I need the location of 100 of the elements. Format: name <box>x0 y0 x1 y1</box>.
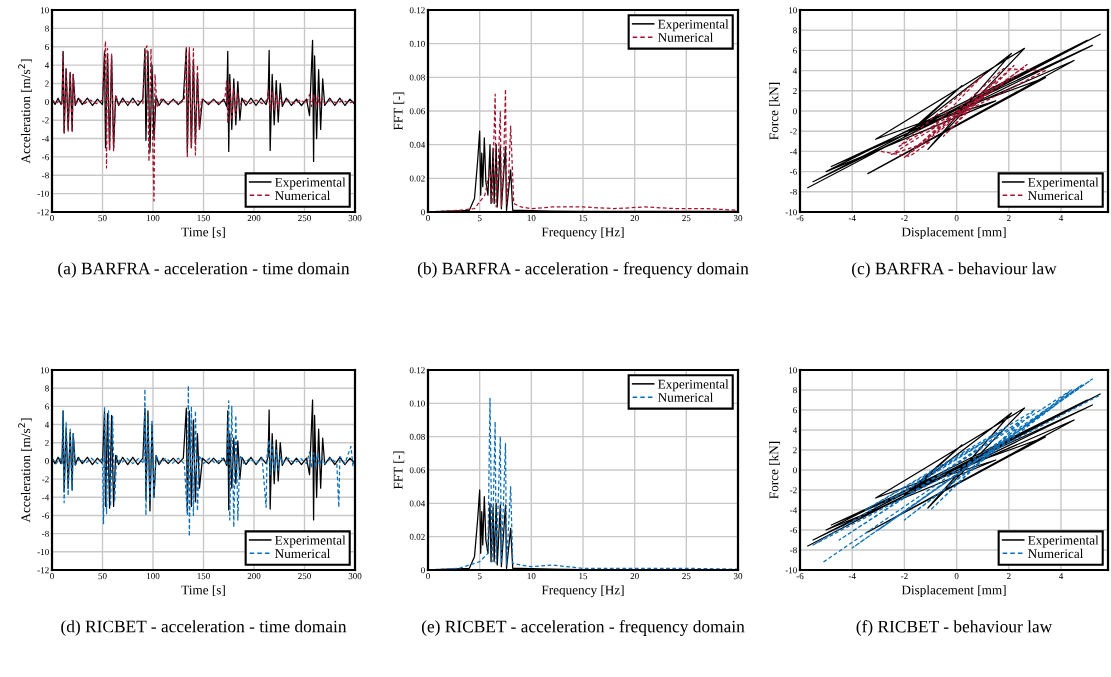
x-tick-label: 50 <box>98 215 107 222</box>
y-tick-label: 10 <box>788 7 797 14</box>
legend-label: Experimental <box>275 535 346 548</box>
y-tick-label: 8 <box>793 387 797 394</box>
x-tick-label: 10 <box>527 215 536 222</box>
x-tick-label: -4 <box>848 573 856 580</box>
x-tick-label: 4 <box>1058 573 1064 580</box>
y-tick-label: -10 <box>785 209 797 216</box>
y-tick-label: 0.02 <box>409 175 425 182</box>
y-tick-label: -2 <box>790 128 797 135</box>
y-tick-label: 10 <box>40 7 49 14</box>
legend-label: Numerical <box>275 548 331 559</box>
legend-label: Experimental <box>658 19 729 32</box>
y-axis-title: Acceleration [m/s$^{2}$] <box>18 59 32 164</box>
y-tick-label: 10 <box>788 367 797 374</box>
y-tick-label: -2 <box>42 117 49 124</box>
x-tick-label: 15 <box>579 215 588 222</box>
x-tick-label: 5 <box>477 215 482 222</box>
y-tick-label: 2 <box>45 80 49 87</box>
text: (a) BARFRA - acceleration - time domain <box>58 262 350 278</box>
x-tick-label: 10 <box>527 573 536 580</box>
y-tick-label: 0 <box>421 567 425 574</box>
x-tick-label: 0 <box>954 573 959 580</box>
x-tick-label: 2 <box>1006 215 1011 222</box>
y-tick-label: -4 <box>42 135 50 142</box>
x-axis-title: Frequency [Hz] <box>541 585 624 598</box>
y-tick-label: -4 <box>42 494 50 501</box>
y-tick-label: 0 <box>45 458 49 465</box>
x-tick-label: 150 <box>197 573 210 580</box>
x-tick-label: 250 <box>298 215 311 222</box>
y-tick-label: 8 <box>45 385 49 392</box>
y-tick-label: -6 <box>42 512 49 519</box>
x-tick-label: 20 <box>630 215 639 222</box>
legend-label: Numerical <box>1028 190 1084 201</box>
x-tick-label: 30 <box>733 573 743 580</box>
x-tick-label: -2 <box>900 573 908 580</box>
x-tick-label: 300 <box>348 573 362 580</box>
y-axis-title: FFT [-] <box>393 92 405 131</box>
y-tick-label: 6 <box>793 47 797 54</box>
text: (e) RICBET - acceleration - frequency domain <box>421 620 745 636</box>
y-tick-label: 0.10 <box>409 40 425 47</box>
x-tick-label: -4 <box>848 215 856 222</box>
x-tick-label: 300 <box>348 215 362 222</box>
x-tick-label: 100 <box>147 573 160 580</box>
legend-label: Experimental <box>658 379 729 392</box>
line-series <box>52 40 355 202</box>
y-tick-label: -8 <box>790 547 797 554</box>
x-tick-label: 200 <box>247 573 261 580</box>
x-tick-label: 2 <box>1006 573 1011 580</box>
legend-label: Numerical <box>658 32 714 42</box>
y-tick-label: 8 <box>45 25 49 32</box>
y-tick-label: -10 <box>37 190 49 197</box>
y-tick-label: 6 <box>45 43 49 50</box>
y-tick-label: 2 <box>793 447 797 454</box>
x-axis-title: Displacement [mm] <box>901 227 1006 240</box>
y-tick-label: 0.08 <box>409 433 425 440</box>
x-axis-title: Time [s] <box>181 227 225 239</box>
y-tick-label: 4 <box>44 62 50 69</box>
y-tick-label: 0.02 <box>409 533 425 540</box>
line-series <box>812 378 1101 563</box>
y-tick-label: -6 <box>790 527 797 534</box>
x-tick-label: 50 <box>98 573 107 580</box>
y-tick-label: 0 <box>421 209 425 216</box>
x-axis-title: Time [s] <box>181 585 225 597</box>
y-tick-label: -2 <box>42 476 49 483</box>
y-tick-label: 2 <box>793 87 797 94</box>
y-tick-label: 0.08 <box>409 74 425 81</box>
x-axis-title: Displacement [mm] <box>901 585 1006 598</box>
y-tick-label: 0 <box>793 467 797 474</box>
x-tick-label: 200 <box>247 215 261 222</box>
y-tick-label: 0.10 <box>409 400 425 407</box>
line-series <box>807 33 1101 189</box>
y-tick-label: -6 <box>790 168 797 175</box>
line-series <box>807 393 1101 547</box>
y-tick-label: -12 <box>37 567 49 574</box>
legend-label: Numerical <box>1028 548 1084 559</box>
y-tick-label: 2 <box>45 439 49 446</box>
text: (b) BARFRA - acceleration - frequency domain <box>417 262 749 278</box>
line-series <box>52 384 355 537</box>
y-tick-label: 6 <box>793 407 797 414</box>
line-series <box>880 63 1046 159</box>
text: (d) RICBET - acceleration - time domain <box>61 620 347 636</box>
y-tick-label: 0.12 <box>409 367 425 374</box>
y-tick-label: -6 <box>42 154 49 161</box>
y-tick-label: 0 <box>793 108 797 115</box>
x-tick-label: 25 <box>682 573 691 580</box>
y-axis-title: Force [kN] <box>769 82 780 140</box>
y-tick-label: 10 <box>40 367 49 374</box>
legend-label: Numerical <box>658 392 714 402</box>
y-tick-label: -10 <box>37 548 49 556</box>
x-tick-label: -2 <box>900 215 908 222</box>
y-tick-label: 0 <box>45 98 49 106</box>
x-tick-label: 100 <box>147 215 160 222</box>
y-axis-title: Force [kN] <box>769 441 780 499</box>
y-tick-label: 8 <box>793 27 797 34</box>
y-tick-label: 0.06 <box>409 108 425 115</box>
x-tick-label: 15 <box>579 573 588 580</box>
x-tick-label: 20 <box>630 573 639 580</box>
y-tick-label: -2 <box>790 487 797 494</box>
x-tick-label: 5 <box>477 573 482 580</box>
